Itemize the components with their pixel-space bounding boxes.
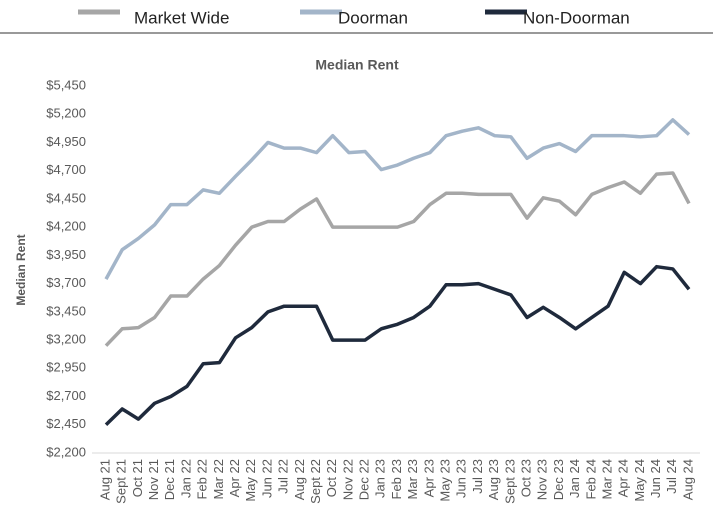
x-tick-label: Aug 24 (680, 459, 695, 500)
x-tick-label: Apr 22 (227, 459, 242, 497)
y-tick-label: $2,950 (46, 360, 86, 375)
line-series (104, 264, 691, 427)
x-tick-label: Jan 23 (373, 459, 388, 498)
x-tick-label: Dec 21 (162, 459, 177, 500)
x-tick-label: Feb 23 (389, 459, 404, 499)
x-tick-label: May 22 (243, 459, 258, 502)
x-tick-label: Aug 23 (486, 459, 501, 500)
x-tick-label: Oct 23 (518, 459, 533, 497)
chart-title: Median Rent (315, 57, 399, 73)
line-series (104, 171, 691, 347)
line-series (104, 118, 691, 280)
x-tick-label: Apr 23 (421, 459, 436, 497)
legend-label: Non-Doorman (523, 8, 630, 27)
y-tick-label: $4,950 (46, 134, 86, 149)
x-tick-label: Jul 23 (470, 459, 485, 494)
x-tick-label: Jan 22 (178, 459, 193, 498)
x-tick-label: Mar 22 (211, 459, 226, 499)
x-tick-label: Jun 24 (648, 459, 663, 498)
x-tick-label: Sept 23 (502, 459, 517, 504)
y-tick-label: $2,200 (46, 444, 86, 459)
x-tick-label: May 24 (632, 459, 647, 502)
x-tick-label: Jan 24 (567, 459, 582, 498)
x-tick-label: Jul 22 (276, 459, 291, 494)
y-tick-label: $2,450 (46, 416, 86, 431)
x-tick-label: Mar 24 (599, 459, 614, 499)
y-tick-label: $3,200 (46, 332, 86, 347)
x-tick-label: Dec 22 (357, 459, 372, 500)
x-tick-label: Nov 22 (340, 459, 355, 500)
x-tick-label: Feb 22 (195, 459, 210, 499)
x-tick-label: Dec 23 (551, 459, 566, 500)
y-axis-label: Median Rent (14, 234, 28, 305)
y-tick-label: $5,200 (46, 106, 86, 121)
y-tick-label: $3,950 (46, 247, 86, 262)
y-tick-label: $4,200 (46, 219, 86, 234)
x-tick-label: Aug 21 (97, 459, 112, 500)
x-tick-label: Apr 24 (616, 459, 631, 497)
x-tick-label: Jun 23 (454, 459, 469, 498)
x-tick-label: Jul 24 (664, 459, 679, 494)
legend-label: Doorman (338, 8, 408, 27)
x-tick-label: May 23 (438, 459, 453, 502)
x-tick-label: Oct 22 (324, 459, 339, 497)
x-tick-label: Mar 23 (405, 459, 420, 499)
x-tick-label: Sept 21 (114, 459, 129, 504)
x-tick-label: Jun 22 (259, 459, 274, 498)
x-tick-label: Sept 22 (308, 459, 323, 504)
y-tick-label: $4,700 (46, 162, 86, 177)
x-tick-label: Oct 21 (130, 459, 145, 497)
y-tick-label: $3,450 (46, 303, 86, 318)
y-tick-label: $4,450 (46, 190, 86, 205)
y-tick-label: $3,700 (46, 275, 86, 290)
x-tick-label: Feb 24 (583, 459, 598, 499)
x-tick-label: Nov 23 (535, 459, 550, 500)
x-tick-label: Nov 21 (146, 459, 161, 500)
y-tick-label: $2,700 (46, 388, 86, 403)
x-tick-label: Aug 22 (292, 459, 307, 500)
y-tick-label: $5,450 (46, 77, 86, 92)
legend-label: Market Wide (134, 8, 229, 27)
